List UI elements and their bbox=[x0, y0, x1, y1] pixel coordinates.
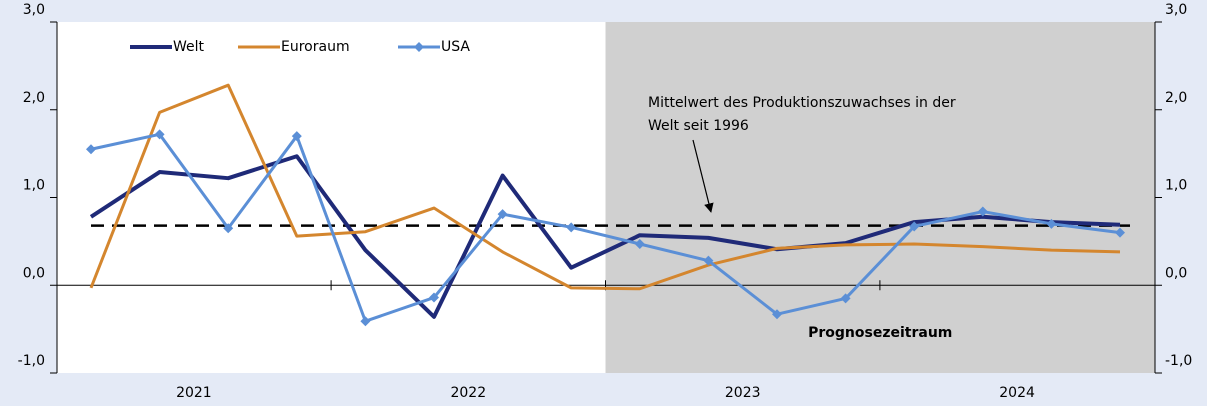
forecast-region bbox=[605, 22, 1155, 373]
point-marker bbox=[86, 144, 96, 155]
y-tick-label: 3,0 bbox=[23, 2, 45, 18]
point-marker bbox=[703, 255, 714, 266]
x-tick-label: 2024 bbox=[999, 385, 1035, 401]
point-marker bbox=[360, 316, 371, 327]
annotation: Mittelwert des Produktionszuwachses in d… bbox=[648, 95, 956, 111]
y2-tick-label: 1,0 bbox=[1165, 178, 1187, 194]
point-marker bbox=[154, 129, 165, 140]
point-marker bbox=[566, 222, 577, 233]
annotation: Welt seit 1996 bbox=[648, 118, 749, 134]
annotation-arrow bbox=[692, 139, 714, 213]
point-marker bbox=[1046, 218, 1057, 229]
point-marker bbox=[497, 209, 508, 220]
forecast-label: Prognosezeitraum bbox=[808, 325, 952, 341]
line-series bbox=[90, 132, 1121, 323]
point-marker bbox=[772, 309, 782, 320]
point-marker bbox=[291, 131, 302, 142]
y2-tick-label: 2,0 bbox=[1165, 90, 1187, 106]
point-marker bbox=[977, 206, 988, 217]
x-tick-label: 2021 bbox=[176, 385, 212, 401]
legend-marker bbox=[414, 42, 424, 52]
legend-label: Welt bbox=[173, 39, 205, 55]
y2-tick-label: -1,0 bbox=[1165, 353, 1192, 369]
y-tick-label: 1,0 bbox=[23, 178, 45, 194]
x-tick-label: 2022 bbox=[450, 385, 486, 401]
y-tick-label: 0,0 bbox=[23, 265, 45, 281]
point-marker bbox=[223, 223, 234, 234]
point-marker bbox=[634, 239, 645, 250]
point-marker bbox=[840, 293, 851, 304]
line-series bbox=[89, 83, 1121, 291]
legend-label: Euroraum bbox=[281, 39, 350, 55]
point-marker bbox=[1115, 227, 1125, 238]
y2-tick-label: 3,0 bbox=[1165, 2, 1187, 18]
point-marker bbox=[429, 292, 439, 303]
point-marker bbox=[909, 221, 920, 232]
x-tick-label: 2023 bbox=[725, 385, 761, 401]
y2-tick-label: 0,0 bbox=[1165, 265, 1187, 281]
y-tick-label: -1,0 bbox=[18, 353, 45, 369]
legend-label: USA bbox=[441, 39, 470, 55]
y-tick-label: 2,0 bbox=[23, 90, 45, 106]
